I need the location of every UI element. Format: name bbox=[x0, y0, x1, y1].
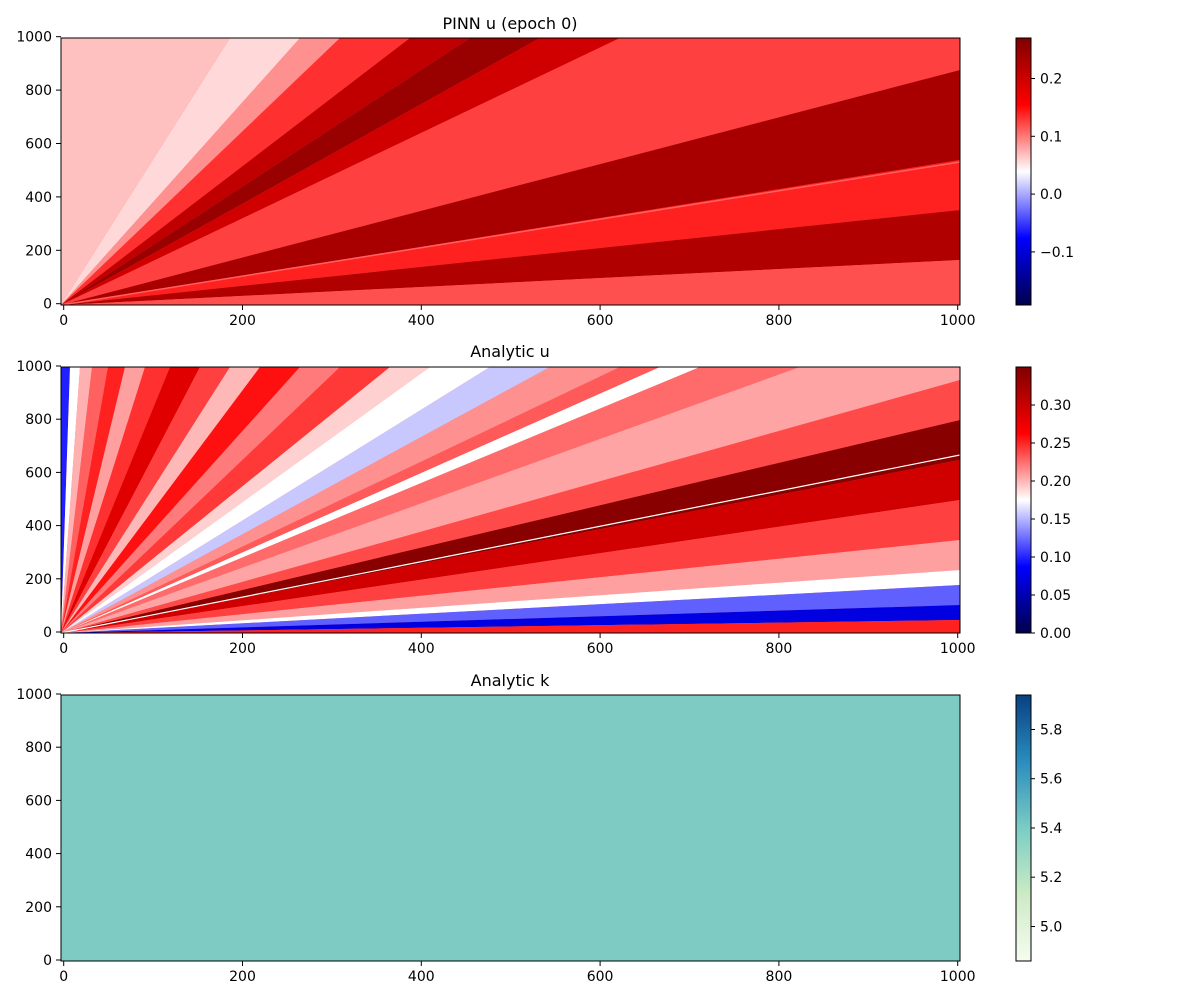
x-tick-label: 800 bbox=[766, 641, 793, 657]
y-tick-label: 400 bbox=[25, 847, 52, 863]
colorbar: −0.1 0.0 0.1 0.2 bbox=[1015, 37, 1074, 306]
heatmap-analytic-u bbox=[61, 367, 960, 633]
y-tick-label: 400 bbox=[25, 190, 52, 206]
y-tick-label: 0 bbox=[43, 625, 52, 641]
heatmap-analytic-k bbox=[61, 695, 960, 961]
colorbar-tick-label: 5.6 bbox=[1040, 772, 1062, 788]
colorbar-gradient bbox=[1015, 37, 1032, 306]
plot-frame bbox=[60, 37, 961, 306]
y-tick-label: 200 bbox=[25, 900, 52, 916]
y-tick-label: 800 bbox=[25, 83, 52, 99]
colorbar-tick-label: 0.20 bbox=[1040, 474, 1071, 490]
colorbar-tick-label: 0.15 bbox=[1040, 512, 1071, 528]
x-tick-label: 1000 bbox=[940, 969, 976, 985]
x-tick-label: 200 bbox=[229, 969, 256, 985]
x-tick-label: 200 bbox=[229, 313, 256, 329]
panel-pinn-u: PINN u (epoch 0) bbox=[16, 14, 1074, 329]
plot-frame bbox=[60, 366, 961, 634]
y-tick-label: 600 bbox=[25, 137, 52, 153]
colorbar-tick-label: 0.10 bbox=[1040, 550, 1071, 566]
colorbar-tick-label: 0.2 bbox=[1040, 72, 1062, 88]
x-tick-label: 600 bbox=[587, 313, 614, 329]
x-axis: 0 200 400 600 800 1000 bbox=[59, 305, 976, 329]
x-tick-label: 400 bbox=[408, 313, 435, 329]
y-tick-label: 200 bbox=[25, 572, 52, 588]
x-axis: 0 200 400 600 800 1000 bbox=[59, 961, 976, 985]
y-tick-label: 1000 bbox=[16, 359, 52, 375]
y-tick-label: 1000 bbox=[16, 30, 52, 46]
x-tick-label: 1000 bbox=[940, 641, 976, 657]
x-tick-label: 0 bbox=[59, 313, 68, 329]
colorbar-gradient bbox=[1015, 694, 1032, 962]
colorbar-tick-label: −0.1 bbox=[1040, 245, 1074, 261]
heatmap-pinn-u bbox=[61, 38, 960, 305]
x-tick-label: 400 bbox=[408, 641, 435, 657]
x-tick-label: 400 bbox=[408, 969, 435, 985]
colorbar-gradient bbox=[1015, 366, 1032, 634]
panel-title: Analytic u bbox=[470, 342, 550, 361]
colorbar-tick-label: 0.0 bbox=[1040, 187, 1062, 203]
y-axis: 0 200 400 600 800 1000 bbox=[16, 687, 61, 969]
panel-analytic-k: Analytic k 0 200 400 600 800 1000 0 200 bbox=[16, 671, 1062, 985]
panel-analytic-u: Analytic u bbox=[16, 342, 1071, 657]
y-tick-label: 800 bbox=[25, 740, 52, 756]
colorbar-tick-label: 5.4 bbox=[1040, 821, 1062, 837]
colorbar-tick-label: 0.25 bbox=[1040, 436, 1071, 452]
plot-frame bbox=[60, 694, 961, 962]
x-tick-label: 600 bbox=[587, 969, 614, 985]
x-tick-label: 800 bbox=[766, 313, 793, 329]
panel-title: PINN u (epoch 0) bbox=[442, 14, 577, 33]
colorbar-tick-label: 0.30 bbox=[1040, 398, 1071, 414]
panel-title: Analytic k bbox=[471, 671, 550, 690]
y-tick-label: 200 bbox=[25, 243, 52, 259]
colorbar-tick-label: 0.1 bbox=[1040, 129, 1062, 145]
colorbar-tick-label: 5.2 bbox=[1040, 870, 1062, 886]
y-tick-label: 0 bbox=[43, 297, 52, 313]
x-tick-label: 0 bbox=[59, 641, 68, 657]
x-tick-label: 1000 bbox=[940, 313, 976, 329]
y-axis: 0 200 400 600 800 1000 bbox=[16, 30, 61, 313]
y-tick-label: 800 bbox=[25, 412, 52, 428]
colorbar-tick-label: 5.8 bbox=[1040, 723, 1062, 739]
colorbar-tick-label: 5.0 bbox=[1040, 920, 1062, 936]
colorbar: 0.00 0.05 0.10 0.15 0.20 0.25 0.30 bbox=[1015, 366, 1071, 642]
y-tick-label: 600 bbox=[25, 793, 52, 809]
y-tick-label: 1000 bbox=[16, 687, 52, 703]
x-tick-label: 600 bbox=[587, 641, 614, 657]
colorbar-tick-label: 0.00 bbox=[1040, 626, 1071, 642]
y-tick-label: 600 bbox=[25, 465, 52, 481]
x-tick-label: 0 bbox=[59, 969, 68, 985]
x-tick-label: 200 bbox=[229, 641, 256, 657]
x-axis: 0 200 400 600 800 1000 bbox=[59, 633, 976, 657]
y-tick-label: 400 bbox=[25, 519, 52, 535]
y-tick-label: 0 bbox=[43, 953, 52, 969]
colorbar-tick-label: 0.05 bbox=[1040, 588, 1071, 604]
colorbar: 5.0 5.2 5.4 5.6 5.8 bbox=[1015, 694, 1062, 962]
y-axis: 0 200 400 600 800 1000 bbox=[16, 359, 61, 641]
x-tick-label: 800 bbox=[766, 969, 793, 985]
